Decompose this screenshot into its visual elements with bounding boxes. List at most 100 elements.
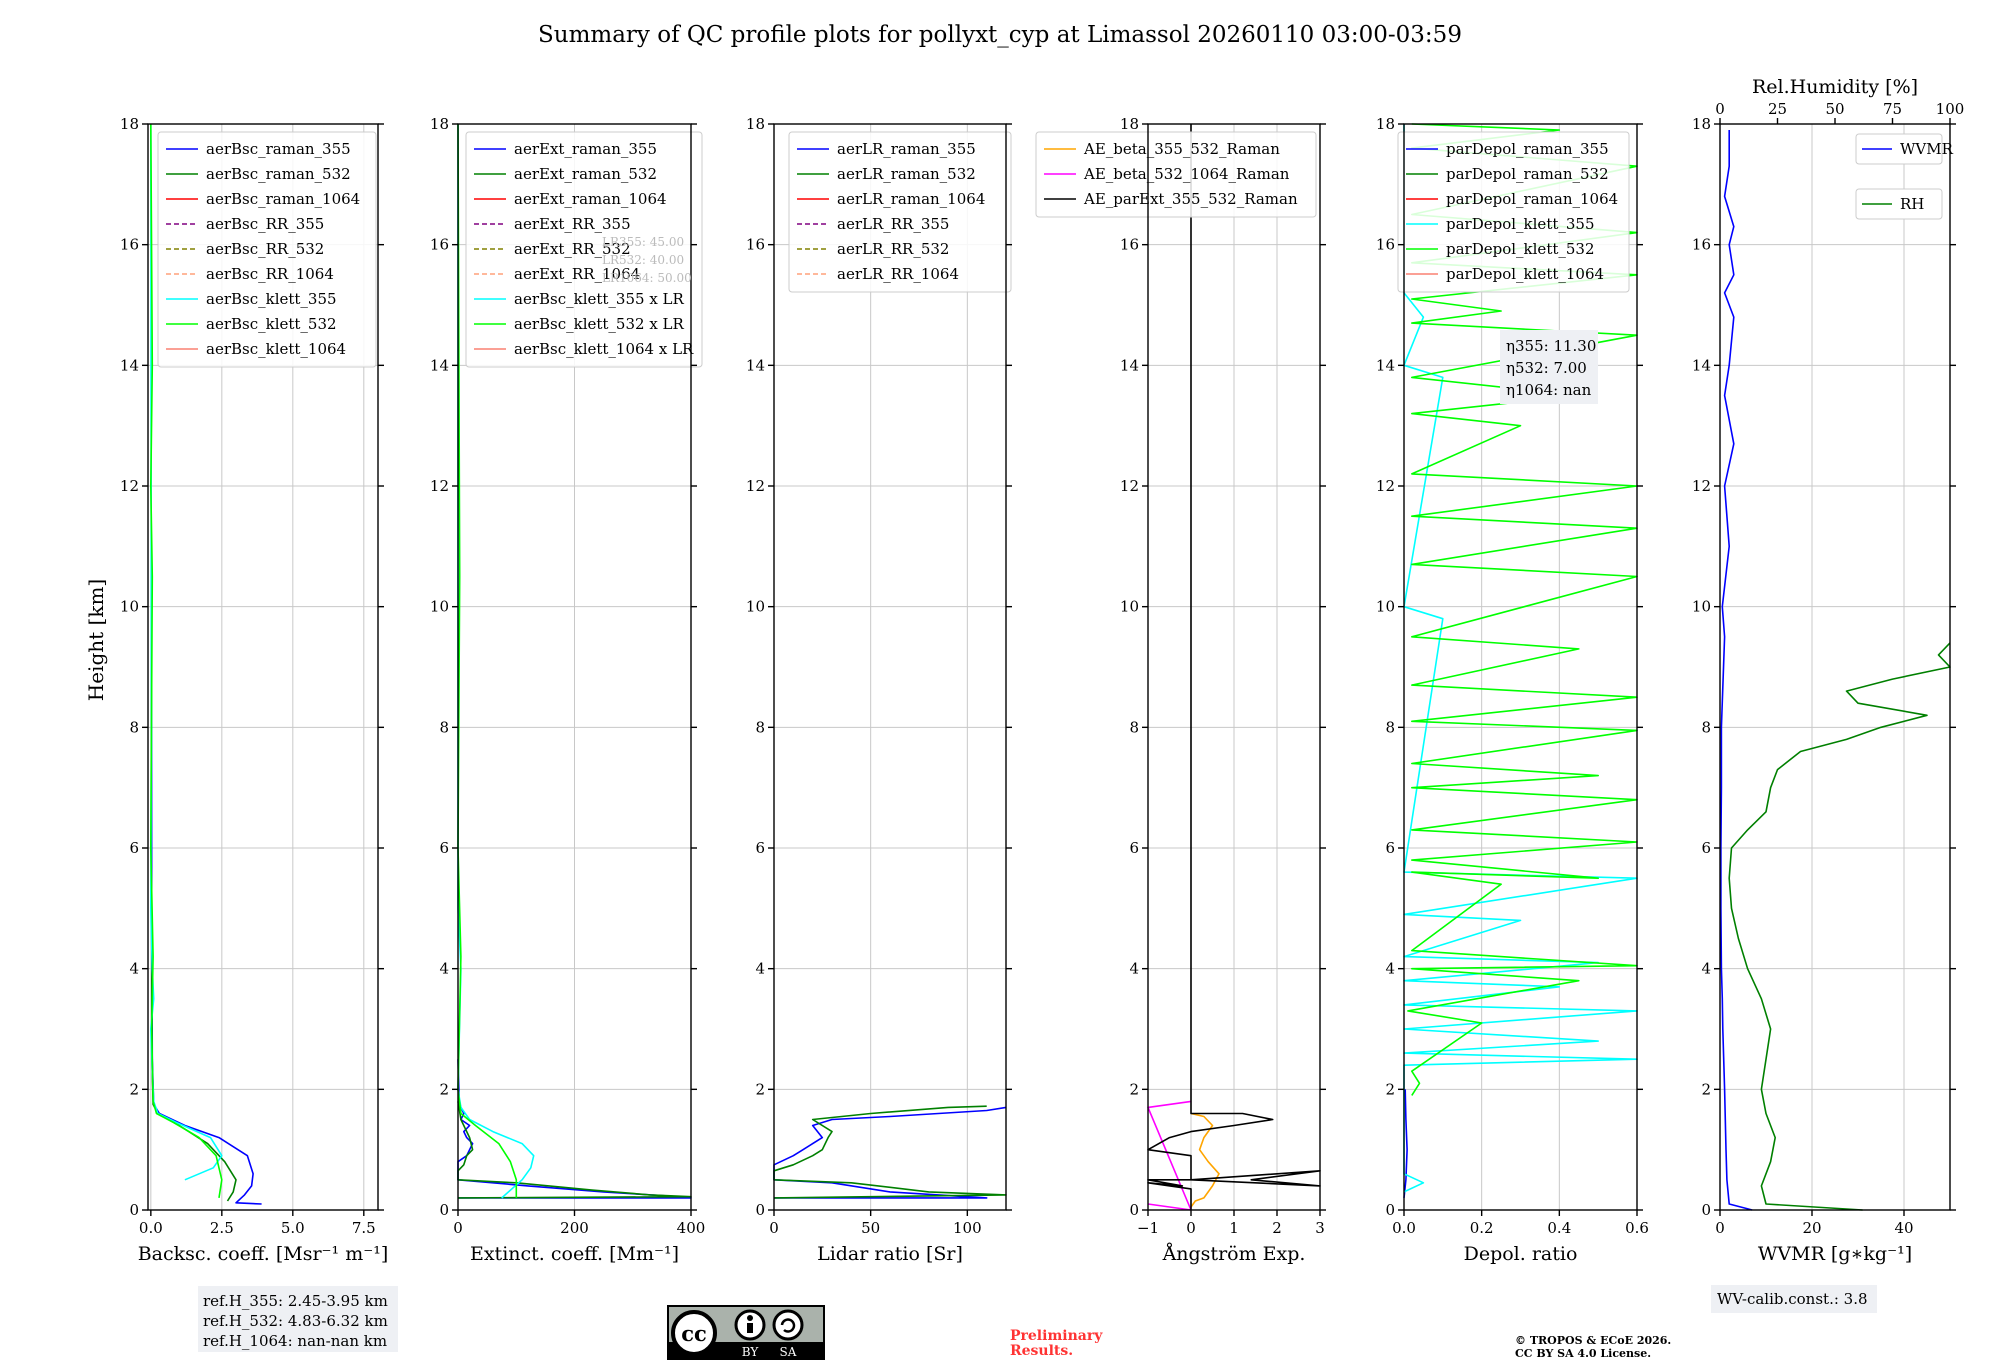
wv-top-xtick-label-3: 75 (1883, 100, 1902, 118)
depol-eta-532: η532: 7.00 (1506, 359, 1587, 377)
by-label: BY (742, 1345, 760, 1359)
depol-legend-box (1397, 131, 1630, 293)
bsc-xtick-label-3: 7.5 (352, 1219, 376, 1237)
bsc-ytick-label-9: 18 (120, 115, 139, 133)
lr-ytick-label-2: 4 (755, 960, 765, 978)
wv-ytick-label-6: 12 (1692, 477, 1711, 495)
ext-legend-label-3: aerExt_RR_355 (514, 215, 631, 233)
ref-height-note: ref.H_355: 2.45-3.95 km ref.H_532: 4.83-… (198, 1286, 398, 1352)
lr-ytick-label-4: 8 (755, 718, 765, 736)
lr-ytick-label-9: 18 (746, 115, 765, 133)
depol-ytick-label-6: 12 (1376, 477, 1395, 495)
bsc-legend-label-1: aerBsc_raman_532 (206, 165, 351, 183)
depol-legend-label-2: parDepol_raman_1064 (1446, 190, 1618, 208)
ext-ytick-label-3: 6 (439, 839, 449, 857)
ext-legend-label-6: aerBsc_klett_355 x LR (514, 290, 685, 308)
depol-ytick-label-1: 2 (1385, 1080, 1395, 1098)
klett-lr-355: LR355: 45.00 (602, 235, 684, 249)
lr-legend-box (788, 131, 1012, 293)
sa-icon-arrow (780, 1318, 796, 1333)
ae-legend-label-2: AE_parExt_355_532_Raman (1083, 190, 1298, 208)
ae-ytick-label-3: 6 (1129, 839, 1139, 857)
bsc-xtick-label-2: 5.0 (281, 1219, 305, 1237)
ae-legend-box (1035, 131, 1317, 218)
ref-height-532: ref.H_532: 4.83-6.32 km (203, 1312, 388, 1330)
wv-legend-box-0 (1855, 133, 1943, 165)
lr-xtick-label-0: 0 (769, 1219, 779, 1237)
bsc-legend-label-6: aerBsc_klett_355 (206, 290, 337, 308)
bsc-xtick-label-0: 0.0 (139, 1219, 163, 1237)
ref-height-1064: ref.H_1064: nan-nan km (203, 1332, 387, 1350)
bsc-series-aerbsc-raman-532 (150, 908, 237, 1202)
wv-top-xtick-label-0: 0 (1715, 100, 1725, 118)
bsc-legend-box (157, 131, 377, 368)
wv-xlabel: WVMR [g∗kg⁻¹] (1758, 1243, 1912, 1265)
ext-xtick-label-2: 400 (677, 1219, 706, 1237)
bsc-legend-label-4: aerBsc_RR_532 (206, 240, 324, 258)
lr-ytick-label-3: 6 (755, 839, 765, 857)
sa-label: SA (780, 1345, 797, 1359)
wv-top-xtick-label-4: 100 (1936, 100, 1965, 118)
ext-ytick-label-5: 10 (430, 598, 449, 616)
bsc-ytick-label-8: 16 (120, 236, 139, 254)
bsc-xtick-label-1: 2.5 (210, 1219, 234, 1237)
y-axis-label: Height [km] (84, 579, 108, 701)
depol-legend-label-1: parDepol_raman_532 (1446, 165, 1609, 183)
wv-legend-box-1 (1855, 188, 1943, 220)
wv-ytick-label-1: 2 (1701, 1080, 1711, 1098)
bsc-ytick-label-0: 0 (129, 1201, 139, 1219)
depol-eta-box (1500, 330, 1598, 404)
figure-title: Summary of QC profile plots for pollyxt_… (538, 22, 1462, 48)
wv-top-xtick-label-2: 50 (1825, 100, 1844, 118)
wv-xtick-label-1: 20 (1802, 1219, 1821, 1237)
ae-legend-label-1: AE_beta_532_1064_Raman (1083, 165, 1290, 183)
depol-ytick-label-9: 18 (1376, 115, 1395, 133)
lr-legend-label-5: aerLR_RR_1064 (837, 265, 959, 283)
depol-xtick-label-1: 0.2 (1470, 1219, 1494, 1237)
ae-ytick-label-9: 18 (1120, 115, 1139, 133)
bsc-ytick-label-1: 2 (129, 1080, 139, 1098)
depol-xtick-label-0: 0.0 (1392, 1219, 1416, 1237)
depol-xtick-label-2: 0.4 (1547, 1219, 1571, 1237)
lr-xtick-label-2: 100 (953, 1219, 982, 1237)
ae-series-ae-beta-355-532-raman (1190, 1112, 1220, 1208)
depol-axes-frame (1403, 123, 1638, 1211)
depol-xlabel: Depol. ratio (1464, 1243, 1578, 1265)
ext-ytick-label-7: 14 (430, 356, 449, 374)
wv-series-rh (1728, 642, 1951, 1211)
lr-legend-label-4: aerLR_RR_532 (837, 240, 949, 258)
bsc-ytick-label-6: 12 (120, 477, 139, 495)
wv-legend-label-0: WVMR (1900, 140, 1954, 158)
ae-ytick-label-5: 10 (1120, 598, 1139, 616)
ext-legend-label-5: aerExt_RR_1064 (514, 265, 640, 283)
lr-legend-label-3: aerLR_RR_355 (837, 215, 949, 233)
depol-series-pardepol-raman-355 (1403, 1089, 1408, 1198)
lr-xtick-label-1: 50 (861, 1219, 880, 1237)
depol-eta-1064: η1064: nan (1506, 381, 1592, 399)
bsc-axes-frame (147, 123, 379, 1211)
ext-xtick-label-1: 200 (560, 1219, 589, 1237)
ae-xtick-label-2: 1 (1229, 1219, 1239, 1237)
bsc-series-aerbsc-klett-532 (150, 123, 223, 1199)
panel-lr: aerLR_raman_355 aerLR_raman_532 aerLR_rama… (746, 115, 1012, 1265)
ext-legend-label-7: aerBsc_klett_532 x LR (514, 315, 685, 333)
ae-xtick-label-3: 2 (1272, 1219, 1282, 1237)
cc-icon (671, 1310, 717, 1356)
ae-ytick-label-6: 12 (1120, 477, 1139, 495)
bsc-legend-label-5: aerBsc_RR_1064 (206, 265, 334, 283)
ae-xtick-label-0: −1 (1137, 1219, 1159, 1237)
lr-legend-label-0: aerLR_raman_355 (837, 140, 976, 158)
ext-ytick-label-6: 12 (430, 477, 449, 495)
lr-ytick-label-1: 2 (755, 1080, 765, 1098)
depol-eta-355: η355: 11.30 (1506, 337, 1596, 355)
lr-ytick-label-7: 14 (746, 356, 765, 374)
by-icon-head (747, 1315, 753, 1321)
wv-ytick-label-8: 16 (1692, 236, 1711, 254)
depol-ytick-label-2: 4 (1385, 960, 1395, 978)
depol-legend-label-5: parDepol_klett_1064 (1446, 265, 1604, 283)
depol-xtick-label-3: 0.6 (1625, 1219, 1649, 1237)
klett-lr-1064: LR1064: 50.00 (602, 271, 692, 285)
ae-ytick-label-4: 8 (1129, 718, 1139, 736)
lr-ytick-label-0: 0 (755, 1201, 765, 1219)
